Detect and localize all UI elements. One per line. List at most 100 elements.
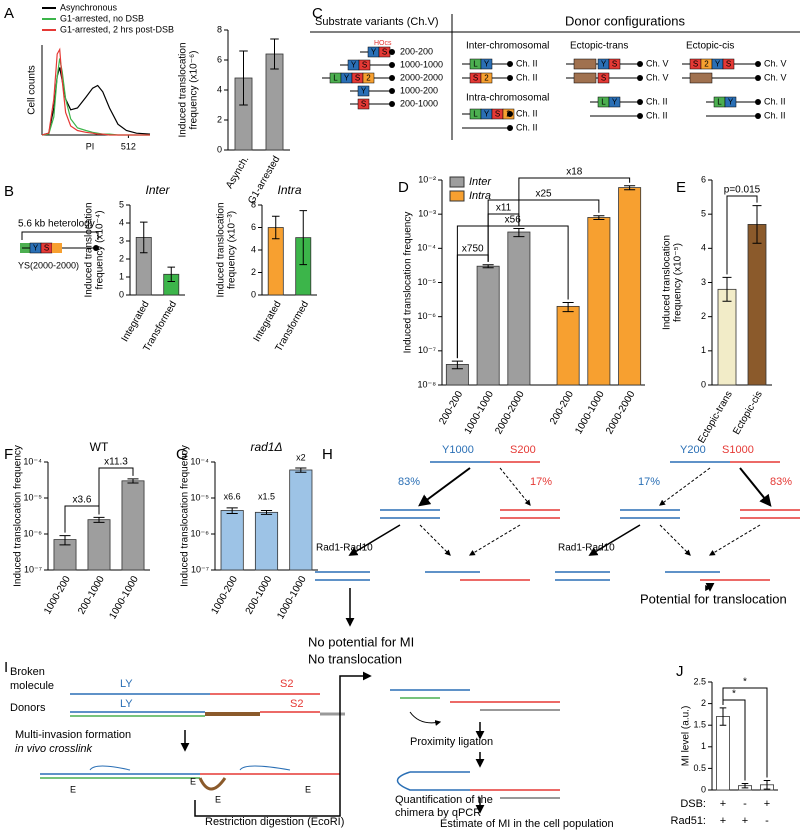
y-tick-label: 1 — [701, 345, 706, 355]
bar — [747, 224, 767, 386]
error-bar — [719, 707, 727, 726]
block-label: S — [693, 60, 698, 69]
diagram-shape — [418, 467, 471, 507]
diagram-shape — [409, 711, 442, 726]
x-tick-label: Ectopic-trans — [696, 389, 735, 445]
panel-letter: G — [176, 446, 188, 463]
y-tick-label: 1 — [119, 271, 124, 281]
diagram-shape — [597, 72, 610, 84]
outcome: No potential for MI — [308, 634, 414, 649]
y-tick-label: 10⁻⁵ — [191, 492, 210, 502]
y-tick-label: 0 — [119, 289, 124, 299]
x-tick-label: 2000-2000 — [493, 389, 527, 436]
y-axis-label: frequency (x10⁻³) — [227, 211, 238, 289]
diagram-text: Proximity ligation — [410, 736, 493, 748]
nuclease-label: Rad1-Rad10 — [316, 543, 373, 554]
diagram-title: Substrate variants (Ch.V) — [315, 16, 439, 28]
annotation: x56 — [505, 215, 522, 226]
legend-label: Asynchronous — [60, 2, 118, 12]
y-tick-label: 10⁻⁶ — [24, 528, 43, 538]
substrate-label: 1000-1000 — [400, 59, 443, 69]
site-label: E — [305, 784, 311, 794]
diagram-shape — [480, 58, 493, 70]
block-label: Y — [351, 61, 357, 70]
block-label: 2 — [366, 74, 371, 83]
chromosome-label: Ch. II — [646, 110, 668, 120]
y-tick-label: 3 — [119, 235, 124, 245]
chromosome-label: Ch. V — [646, 72, 669, 82]
bar — [618, 187, 642, 386]
diagram-text: Donors — [10, 702, 46, 714]
error-bar — [127, 478, 139, 484]
site-label: E — [70, 784, 76, 794]
y-tick-label: 2 — [251, 267, 256, 277]
y-tick-label: 2 — [701, 698, 706, 708]
diagram-shape — [499, 467, 531, 506]
y-axis-label: Induced translocation — [216, 202, 227, 297]
diagram-shape — [419, 524, 451, 556]
diagram-text: Inter-chromosomal — [466, 41, 549, 52]
donor-label: S1000 — [722, 444, 754, 456]
panel-letter: C — [312, 5, 323, 22]
error-bar — [93, 516, 105, 523]
x-tick-label: 200-200 — [437, 389, 465, 427]
diagram-shape — [480, 72, 493, 84]
diagram-shape — [755, 75, 761, 81]
block-label: S — [44, 244, 49, 253]
diagram-shape — [689, 72, 713, 84]
diagram-shape — [637, 75, 643, 81]
x-tick-label: 2000-2000 — [604, 389, 638, 436]
y-tick-label: 2.5 — [693, 676, 706, 686]
error-bar — [295, 467, 307, 473]
chromosome-label: Ch. II — [764, 110, 786, 120]
chromosome-label: Ch. V — [764, 58, 787, 68]
chart-title: Intra — [277, 183, 301, 197]
block-label: S — [601, 74, 606, 83]
substrate-label: 1000-200 — [400, 85, 438, 95]
bracket — [722, 687, 768, 778]
error-bar — [593, 215, 605, 220]
diagram-shape — [573, 72, 597, 84]
diagram-shape — [588, 524, 641, 556]
x-tick-label: 200-1000 — [244, 574, 275, 616]
x-tick-label: 1000-1000 — [463, 389, 497, 436]
block-label: L — [333, 74, 338, 83]
y-tick-label: 6 — [217, 54, 222, 64]
x-tick-label: 1000-1000 — [573, 389, 607, 436]
block-label: Y — [601, 60, 607, 69]
annotation: x25 — [535, 189, 552, 200]
y-tick-label: 10⁻² — [418, 174, 436, 184]
nuclease-label: Rad1-Rad10 — [558, 543, 615, 554]
block-label: Y — [33, 244, 39, 253]
error-bar — [260, 509, 273, 515]
y-axis-label: MI level (a.u.) — [681, 706, 692, 767]
diagram-shape — [659, 467, 711, 506]
block-label: S — [612, 60, 617, 69]
y-axis-label: Induced translocation frequency — [403, 212, 414, 354]
y-tick-label: 4 — [701, 243, 706, 253]
y-tick-label: 0 — [251, 289, 256, 299]
annotation: x6.6 — [224, 491, 241, 501]
error-bar — [741, 783, 749, 789]
y-tick-label: 10⁻⁶ — [191, 528, 210, 538]
error-bar — [722, 276, 732, 302]
diagram-shape — [507, 61, 513, 67]
condition-sign: + — [764, 798, 770, 810]
diagram-shape — [389, 101, 395, 107]
site-label: E — [215, 794, 221, 804]
diagram-shape — [722, 58, 735, 70]
block-label: Y — [344, 74, 350, 83]
diagram-shape — [755, 113, 761, 119]
y-tick-label: 0 — [217, 144, 222, 154]
diagram-shape — [362, 72, 375, 84]
error-bar — [451, 360, 463, 370]
panel-letter: I — [4, 659, 8, 676]
x-tick-label: G1-arrested — [246, 154, 282, 206]
annotation: x750 — [462, 244, 484, 255]
y-tick-label: 10⁻⁶ — [418, 311, 437, 321]
diagram-shape — [52, 243, 62, 253]
segment-label: S2 — [280, 678, 293, 690]
bar — [476, 265, 500, 386]
block-label: L — [601, 98, 606, 107]
